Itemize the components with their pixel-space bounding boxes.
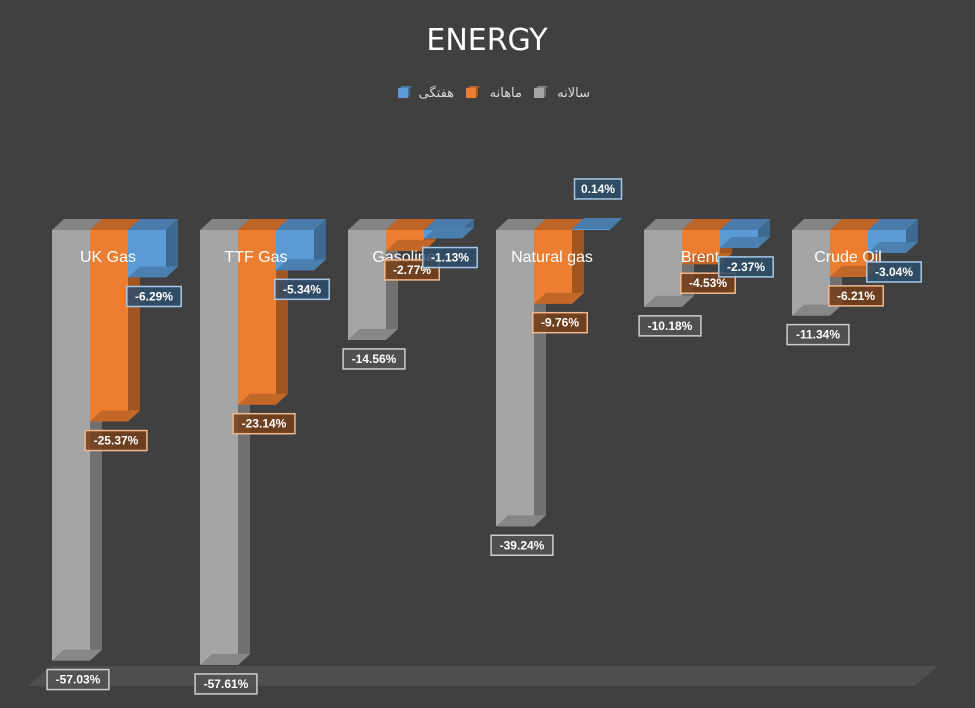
data-label-weekly-5: -3.04% — [866, 261, 922, 283]
svg-text:-2.37%: -2.37% — [727, 260, 765, 274]
svg-text:-57.03%: -57.03% — [56, 673, 101, 687]
svg-text:-6.21%: -6.21% — [837, 289, 875, 303]
data-label-weekly-3: 0.14% — [573, 178, 623, 200]
data-label-monthly-0: -25.37% — [84, 429, 148, 452]
category-label-3: Natural gas — [511, 249, 593, 266]
bar-weekly-0 — [128, 219, 178, 278]
svg-text:سالانه: سالانه — [557, 86, 590, 101]
bar-weekly-4 — [720, 219, 770, 248]
svg-text:-57.61%: -57.61% — [204, 677, 249, 691]
category-label-5: Crude Oil — [814, 249, 882, 266]
data-label-monthly-1: -23.14% — [232, 412, 296, 435]
legend-item-0: هفتگی — [398, 85, 454, 101]
svg-text:-2.77%: -2.77% — [393, 263, 431, 277]
svg-text:-14.56%: -14.56% — [352, 352, 397, 366]
data-labels: -57.03% -25.37% -6.29% -57.61% -23.14% -5.34%… — [46, 178, 922, 695]
chart-title: ENERGY — [426, 23, 548, 58]
category-label-1: TTF Gas — [224, 249, 287, 266]
category-label-4: Brent — [681, 249, 720, 266]
svg-text:-6.29%: -6.29% — [135, 289, 173, 303]
data-label-yearly-0: -57.03% — [46, 668, 110, 691]
svg-text:-9.76%: -9.76% — [541, 316, 579, 330]
data-label-yearly-1: -57.61% — [194, 673, 258, 695]
data-label-weekly-0: -6.29% — [126, 285, 182, 308]
svg-text:-11.34%: -11.34% — [796, 328, 840, 342]
floor-slab — [28, 666, 938, 686]
data-label-yearly-5: -11.34% — [786, 323, 850, 346]
bar-weekly-2 — [424, 219, 474, 239]
data-label-weekly-4: -2.37% — [718, 256, 774, 278]
svg-text:ماهانه: ماهانه — [490, 86, 522, 101]
data-label-yearly-3: -39.24% — [490, 534, 554, 557]
svg-text:هفتگی: هفتگی — [419, 85, 455, 101]
data-label-monthly-3: -9.76% — [532, 311, 588, 334]
legend-item-1: ماهانه — [466, 86, 522, 101]
svg-text:-1.13%: -1.13% — [431, 251, 469, 265]
bar-monthly-3 — [534, 219, 584, 304]
data-label-weekly-2: -1.13% — [422, 246, 478, 269]
svg-text:-39.24%: -39.24% — [500, 538, 545, 552]
chart-legend: هفتگی ماهانه سالانه — [398, 85, 590, 101]
data-label-monthly-4: -4.53% — [680, 272, 736, 294]
data-label-monthly-5: -6.21% — [828, 285, 884, 307]
svg-text:-23.14%: -23.14% — [242, 417, 287, 431]
category-label-0: UK Gas — [80, 249, 136, 266]
svg-text:-10.18%: -10.18% — [648, 319, 693, 333]
data-label-yearly-4: -10.18% — [638, 315, 702, 337]
data-label-weekly-1: -5.34% — [274, 278, 330, 301]
data-label-yearly-2: -14.56% — [342, 348, 406, 370]
chart-floor — [28, 666, 938, 686]
svg-text:0.14%: 0.14% — [581, 182, 615, 196]
chart-bars — [52, 217, 918, 665]
legend-item-2: سالانه — [534, 86, 590, 101]
svg-text:-25.37%: -25.37% — [94, 434, 139, 448]
svg-text:-4.53%: -4.53% — [689, 276, 727, 290]
svg-text:-3.04%: -3.04% — [875, 265, 913, 279]
bar-weekly-5 — [868, 219, 918, 253]
svg-text:-5.34%: -5.34% — [283, 282, 321, 296]
bar-weekly-3 — [572, 217, 622, 230]
bar-weekly-1 — [276, 219, 326, 271]
